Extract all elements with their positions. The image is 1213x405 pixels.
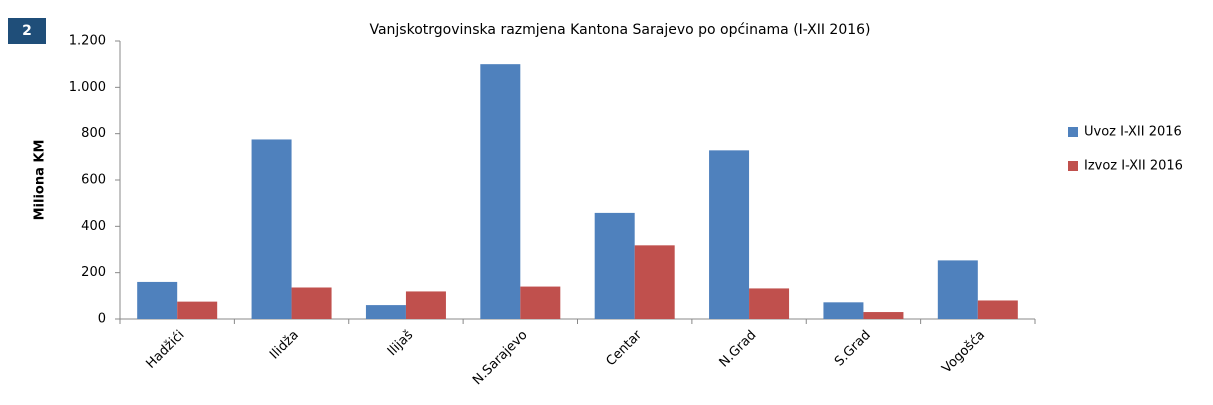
bar [709, 150, 750, 319]
bar [937, 260, 978, 319]
x-tick-label: Centar [603, 327, 645, 369]
y-tick-label: 600 [81, 173, 106, 188]
x-tick-label: S.Grad [832, 328, 874, 370]
bar [594, 212, 635, 319]
chart-title: Vanjskotrgovinska razmjena Kantona Saraj… [369, 22, 870, 38]
bar [365, 305, 406, 319]
x-tick-label: Ilidža [267, 328, 302, 363]
bar [749, 288, 790, 319]
y-tick-label: 1.000 [69, 80, 106, 95]
legend-swatch [1068, 161, 1078, 171]
bar [251, 139, 292, 319]
y-axis-label: Miliona KM [33, 140, 48, 221]
bar [977, 300, 1018, 319]
x-tick-label: N.Grad [717, 328, 760, 371]
badge: 2 [22, 23, 32, 39]
bar [823, 302, 864, 319]
bar [634, 245, 675, 319]
legend-swatch [1068, 127, 1078, 137]
bar [405, 291, 446, 319]
y-tick-label: 200 [81, 265, 106, 280]
y-tick-label: 0 [98, 312, 106, 327]
bar [863, 312, 904, 319]
x-tick-label: Vogošća [939, 328, 988, 377]
x-tick-label: Ilijaš [385, 328, 417, 360]
bar [291, 287, 332, 319]
bar [520, 286, 561, 319]
x-tick-label: N.Sarajevo [470, 328, 531, 389]
bar [480, 64, 521, 320]
legend-label: Izvoz I-XII 2016 [1084, 159, 1183, 174]
bar [177, 301, 218, 319]
y-tick-label: 800 [81, 126, 106, 141]
badge-box [8, 18, 46, 44]
x-tick-label: Hadžići [144, 328, 188, 372]
y-tick-label: 400 [81, 219, 106, 234]
legend-label: Uvoz I-XII 2016 [1084, 125, 1182, 140]
y-tick-label: 1.200 [69, 34, 106, 49]
bar [137, 281, 178, 319]
